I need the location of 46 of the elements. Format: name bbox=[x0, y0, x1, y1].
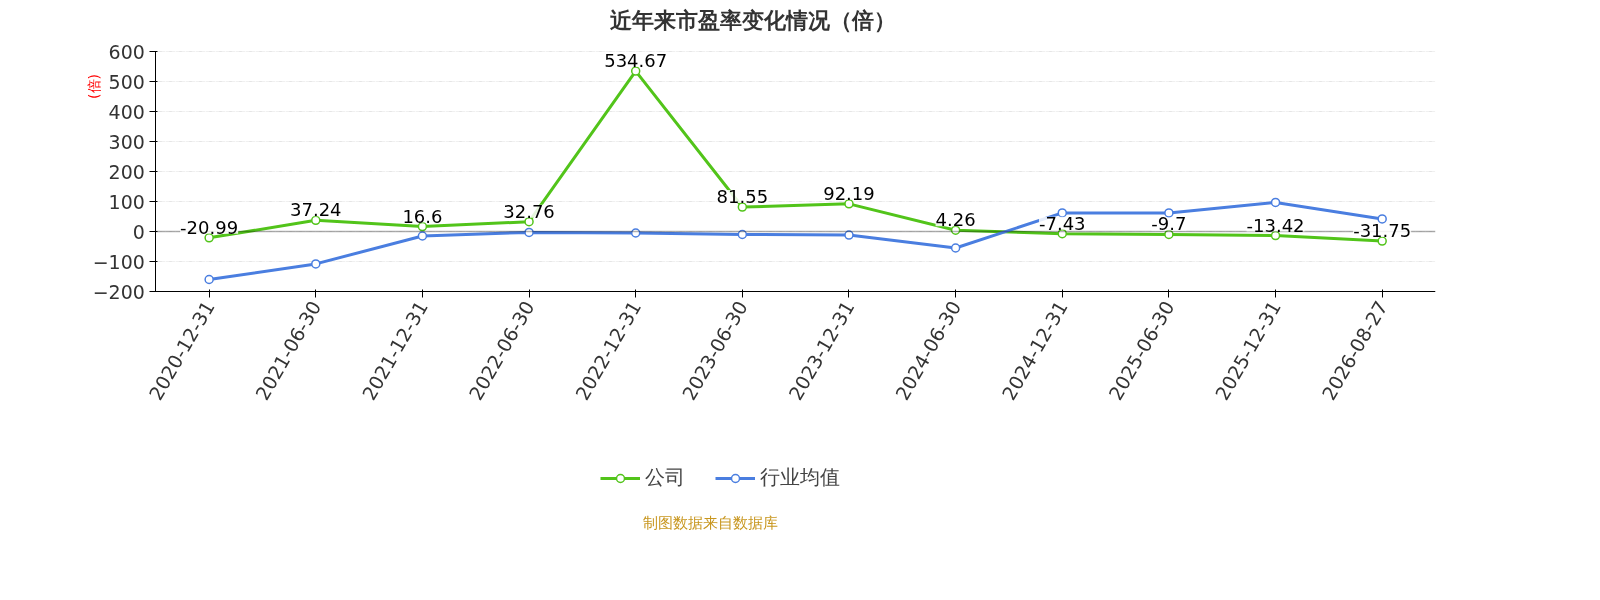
y-tick-label: 600 bbox=[108, 40, 145, 63]
legend-label: 行业均值 bbox=[760, 464, 840, 491]
y-tick-label: 0 bbox=[132, 220, 145, 243]
point bbox=[204, 233, 214, 243]
y-tick-label: 100 bbox=[108, 190, 145, 213]
point bbox=[1164, 208, 1174, 218]
data-label: -7.43 bbox=[1038, 212, 1086, 234]
data-label: -31.75 bbox=[1353, 220, 1412, 242]
point bbox=[1270, 197, 1281, 208]
y-axis-title: (倍) bbox=[85, 74, 102, 99]
data-label: -9.7 bbox=[1151, 213, 1187, 235]
text: 制图数据来自数据库 bbox=[643, 513, 778, 532]
y-tick-label: 200 bbox=[108, 160, 145, 183]
data-label: 4.26 bbox=[935, 209, 976, 231]
y-tick-label: −100 bbox=[92, 250, 145, 273]
data-label: 92.19 bbox=[823, 182, 875, 204]
y-tick-label: −200 bbox=[92, 280, 145, 303]
data-label: 534.67 bbox=[604, 50, 668, 72]
data-label: 81.55 bbox=[716, 186, 769, 208]
point bbox=[737, 202, 748, 212]
y-tick-label: 500 bbox=[108, 70, 145, 93]
point bbox=[844, 199, 854, 209]
data-label: -13.42 bbox=[1246, 214, 1305, 236]
point bbox=[630, 228, 641, 238]
point bbox=[630, 66, 641, 76]
point bbox=[950, 243, 961, 253]
data-label: -20.99 bbox=[180, 216, 239, 238]
data-label: 16.6 bbox=[402, 205, 443, 227]
y-tick-label: 400 bbox=[108, 100, 145, 123]
point bbox=[311, 215, 321, 226]
point bbox=[1377, 236, 1387, 246]
point bbox=[311, 259, 321, 269]
point bbox=[737, 229, 748, 240]
y-tick-label: 300 bbox=[108, 130, 145, 153]
legend-label: 公司 bbox=[645, 464, 685, 491]
point bbox=[1164, 229, 1174, 240]
data-label: 32.76 bbox=[503, 200, 555, 222]
point bbox=[524, 227, 534, 238]
point bbox=[844, 230, 854, 240]
chart-title: 近年来市盈率变化情况（倍） bbox=[609, 7, 896, 33]
data-label: 37.24 bbox=[290, 199, 342, 221]
point bbox=[1057, 208, 1068, 218]
point bbox=[950, 225, 961, 235]
point bbox=[1377, 214, 1387, 224]
point bbox=[417, 231, 428, 241]
point bbox=[204, 274, 214, 285]
